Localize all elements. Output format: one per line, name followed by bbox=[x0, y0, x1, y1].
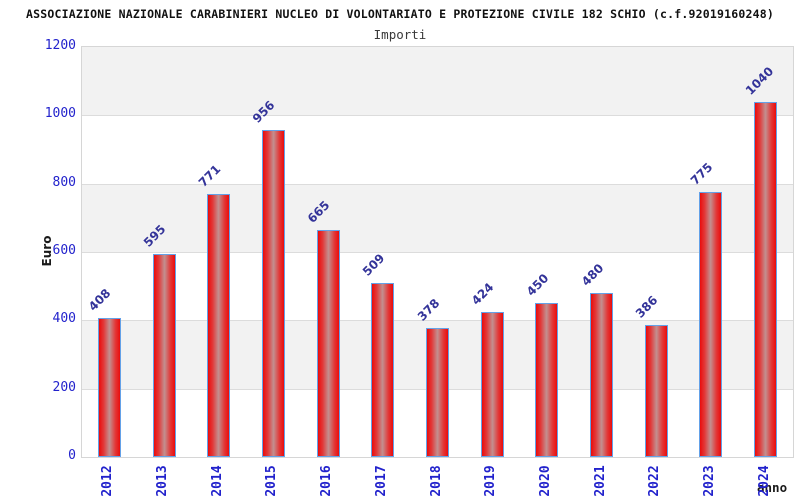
y-tick-label: 200 bbox=[52, 379, 76, 395]
x-tick-label: 2024 bbox=[756, 465, 772, 497]
bar-value-label: 665 bbox=[304, 197, 333, 226]
x-axis-title: anno bbox=[757, 480, 788, 495]
bar-value-label: 378 bbox=[414, 295, 442, 324]
x-tick-label: 2023 bbox=[701, 465, 717, 497]
bar bbox=[207, 193, 231, 457]
x-tick-label: 2016 bbox=[319, 465, 335, 497]
x-tick-label: 2022 bbox=[647, 465, 663, 497]
plot-band bbox=[82, 47, 793, 116]
bar bbox=[535, 303, 559, 457]
x-tick-label: 2019 bbox=[483, 465, 499, 497]
y-tick-label: 600 bbox=[52, 243, 76, 258]
plot-band bbox=[82, 115, 793, 184]
bar bbox=[316, 229, 340, 457]
bar bbox=[644, 325, 668, 457]
y-tick-label: 400 bbox=[52, 311, 76, 327]
plot-area: 408 595 771 956 665 509 378 424 450 480 386 775 1040 bbox=[81, 46, 794, 458]
y-tick-label: 800 bbox=[52, 174, 76, 190]
bar-value-label: 386 bbox=[633, 293, 661, 321]
bar bbox=[97, 317, 121, 457]
bar bbox=[371, 283, 395, 457]
x-tick-label: 2020 bbox=[537, 465, 553, 497]
gridline bbox=[82, 115, 793, 117]
chart-subtitle: Importi bbox=[373, 27, 427, 42]
gridline bbox=[82, 183, 793, 185]
x-tick-label: 2021 bbox=[592, 465, 608, 497]
plot-band bbox=[82, 183, 793, 252]
bar-value-label: 480 bbox=[578, 261, 606, 289]
x-tick-label: 2015 bbox=[264, 465, 280, 497]
bar bbox=[590, 293, 614, 457]
bar-value-label: 775 bbox=[687, 160, 716, 188]
gridline bbox=[82, 320, 793, 322]
x-tick-label: 2018 bbox=[428, 465, 444, 497]
bar-value-label: 595 bbox=[140, 221, 169, 250]
bar bbox=[699, 192, 723, 457]
y-tick-label: 1200 bbox=[44, 38, 76, 53]
x-tick-label: 2017 bbox=[373, 465, 389, 497]
gridline bbox=[82, 252, 793, 253]
bar-value-label: 450 bbox=[523, 271, 552, 299]
bar-value-label: 771 bbox=[195, 161, 224, 190]
bar-value-label: 424 bbox=[468, 280, 497, 308]
y-tick-label: 0 bbox=[68, 448, 76, 463]
y-tick-label: 1000 bbox=[44, 106, 76, 122]
x-tick-label: 2012 bbox=[100, 465, 116, 497]
bar bbox=[261, 130, 285, 457]
bar-value-label: 509 bbox=[359, 251, 388, 279]
bar-value-label: 1040 bbox=[742, 63, 776, 98]
bar bbox=[152, 253, 176, 457]
bar-value-label: 408 bbox=[86, 285, 114, 314]
bar bbox=[754, 101, 778, 457]
bar bbox=[480, 312, 504, 457]
x-tick-label: 2014 bbox=[209, 465, 225, 497]
bar bbox=[426, 327, 449, 457]
x-tick-label: 2013 bbox=[155, 465, 171, 497]
chart-title: ASSOCIAZIONE NAZIONALE CARABINIERI NUCLE… bbox=[26, 7, 774, 21]
bar-value-label: 956 bbox=[250, 98, 278, 127]
